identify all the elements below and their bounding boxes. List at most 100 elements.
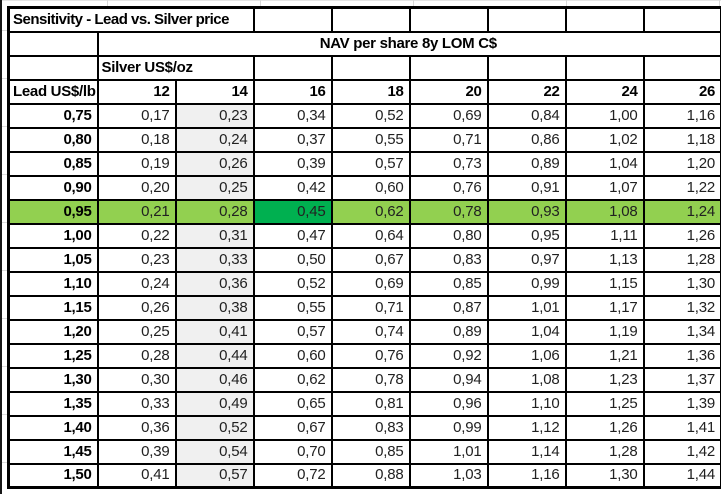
value-cell-lead1,45-silver16[interactable]: 0,70 (252, 438, 333, 465)
value-cell-lead0,80-silver24[interactable]: 1,02 (564, 126, 645, 153)
value-cell-lead0,90-silver26[interactable]: 1,22 (642, 174, 721, 201)
value-cell-lead1,15-silver12[interactable]: 0,26 (96, 294, 177, 321)
value-cell-lead1,40-silver16[interactable]: 0,67 (252, 414, 333, 441)
value-cell-lead0,75-silver12[interactable]: 0,17 (96, 102, 177, 129)
value-cell-lead1,15-silver24[interactable]: 1,17 (564, 294, 645, 321)
empty-cell[interactable] (642, 54, 721, 81)
row-label-0,80[interactable]: 0,80 (7, 126, 99, 153)
column-header-14[interactable]: 14 (174, 78, 255, 105)
value-cell-lead0,75-silver14[interactable]: 0,23 (174, 102, 255, 129)
value-cell-lead1,45-silver12[interactable]: 0,39 (96, 438, 177, 465)
value-cell-lead0,95-silver24[interactable]: 1,08 (564, 198, 645, 225)
value-cell-lead0,90-silver24[interactable]: 1,07 (564, 174, 645, 201)
empty-cell[interactable] (486, 6, 567, 33)
value-cell-lead1,35-silver12[interactable]: 0,33 (96, 390, 177, 417)
row-label-1,15[interactable]: 1,15 (7, 294, 99, 321)
value-cell-lead0,95-silver22[interactable]: 0,93 (486, 198, 567, 225)
value-cell-lead0,90-silver12[interactable]: 0,20 (96, 174, 177, 201)
value-cell-lead0,80-silver14[interactable]: 0,24 (174, 126, 255, 153)
value-cell-lead1,00-silver22[interactable]: 0,95 (486, 222, 567, 249)
empty-cell[interactable] (252, 6, 333, 33)
value-cell-lead0,95-silver14[interactable]: 0,28 (174, 198, 255, 225)
value-cell-lead1,10-silver22[interactable]: 0,99 (486, 270, 567, 297)
row-label-1,20[interactable]: 1,20 (7, 318, 99, 345)
value-cell-lead0,75-silver16[interactable]: 0,34 (252, 102, 333, 129)
row-label-1,50[interactable]: 1,50 (7, 462, 99, 489)
value-cell-lead0,75-silver22[interactable]: 0,84 (486, 102, 567, 129)
value-cell-lead1,05-silver22[interactable]: 0,97 (486, 246, 567, 273)
value-cell-lead1,00-silver12[interactable]: 0,22 (96, 222, 177, 249)
value-cell-lead1,40-silver14[interactable]: 0,52 (174, 414, 255, 441)
value-cell-lead1,50-silver20[interactable]: 1,03 (408, 462, 489, 489)
empty-cell[interactable] (252, 54, 333, 81)
row-label-1,30[interactable]: 1,30 (7, 366, 99, 393)
value-cell-lead0,90-silver18[interactable]: 0,60 (330, 174, 411, 201)
value-cell-lead1,25-silver16[interactable]: 0,60 (252, 342, 333, 369)
value-cell-lead1,05-silver16[interactable]: 0,50 (252, 246, 333, 273)
row-label-1,10[interactable]: 1,10 (7, 270, 99, 297)
value-cell-lead1,40-silver18[interactable]: 0,83 (330, 414, 411, 441)
value-cell-lead0,75-silver26[interactable]: 1,16 (642, 102, 721, 129)
value-cell-lead1,35-silver20[interactable]: 0,96 (408, 390, 489, 417)
empty-cell[interactable] (408, 6, 489, 33)
row-label-1,05[interactable]: 1,05 (7, 246, 99, 273)
value-cell-lead0,90-silver16[interactable]: 0,42 (252, 174, 333, 201)
value-cell-lead1,15-silver16[interactable]: 0,55 (252, 294, 333, 321)
value-cell-lead1,20-silver18[interactable]: 0,74 (330, 318, 411, 345)
value-cell-lead1,15-silver18[interactable]: 0,71 (330, 294, 411, 321)
value-cell-lead1,35-silver18[interactable]: 0,81 (330, 390, 411, 417)
column-header-18[interactable]: 18 (330, 78, 411, 105)
value-cell-lead1,05-silver14[interactable]: 0,33 (174, 246, 255, 273)
column-header-16[interactable]: 16 (252, 78, 333, 105)
value-cell-lead1,50-silver14[interactable]: 0,57 (174, 462, 255, 489)
value-cell-lead1,50-silver22[interactable]: 1,16 (486, 462, 567, 489)
value-cell-lead1,20-silver14[interactable]: 0,41 (174, 318, 255, 345)
value-cell-lead0,90-silver22[interactable]: 0,91 (486, 174, 567, 201)
value-cell-lead1,30-silver20[interactable]: 0,94 (408, 366, 489, 393)
value-cell-lead1,10-silver26[interactable]: 1,30 (642, 270, 721, 297)
row-label-0,90[interactable]: 0,90 (7, 174, 99, 201)
value-cell-lead1,40-silver12[interactable]: 0,36 (96, 414, 177, 441)
value-cell-lead1,25-silver12[interactable]: 0,28 (96, 342, 177, 369)
value-cell-lead1,00-silver24[interactable]: 1,11 (564, 222, 645, 249)
column-header-20[interactable]: 20 (408, 78, 489, 105)
value-cell-lead1,50-silver12[interactable]: 0,41 (96, 462, 177, 489)
empty-cell[interactable] (7, 30, 99, 57)
value-cell-lead1,30-silver26[interactable]: 1,37 (642, 366, 721, 393)
value-cell-lead1,35-silver22[interactable]: 1,10 (486, 390, 567, 417)
value-cell-lead0,85-silver24[interactable]: 1,04 (564, 150, 645, 177)
value-cell-lead1,05-silver18[interactable]: 0,67 (330, 246, 411, 273)
value-cell-lead0,80-silver22[interactable]: 0,86 (486, 126, 567, 153)
value-cell-lead1,15-silver22[interactable]: 1,01 (486, 294, 567, 321)
value-cell-lead0,95-silver16[interactable]: 0,45 (252, 198, 333, 225)
value-cell-lead1,30-silver14[interactable]: 0,46 (174, 366, 255, 393)
value-cell-lead0,95-silver20[interactable]: 0,78 (408, 198, 489, 225)
value-cell-lead1,35-silver14[interactable]: 0,49 (174, 390, 255, 417)
empty-cell[interactable] (564, 54, 645, 81)
value-cell-lead0,80-silver12[interactable]: 0,18 (96, 126, 177, 153)
value-cell-lead1,40-silver20[interactable]: 0,99 (408, 414, 489, 441)
value-cell-lead0,80-silver18[interactable]: 0,55 (330, 126, 411, 153)
row-label-1,40[interactable]: 1,40 (7, 414, 99, 441)
value-cell-lead0,85-silver22[interactable]: 0,89 (486, 150, 567, 177)
value-cell-lead0,85-silver14[interactable]: 0,26 (174, 150, 255, 177)
value-cell-lead1,30-silver18[interactable]: 0,78 (330, 366, 411, 393)
value-cell-lead1,30-silver22[interactable]: 1,08 (486, 366, 567, 393)
value-cell-lead1,00-silver18[interactable]: 0,64 (330, 222, 411, 249)
value-cell-lead1,15-silver26[interactable]: 1,32 (642, 294, 721, 321)
value-cell-lead1,15-silver20[interactable]: 0,87 (408, 294, 489, 321)
value-cell-lead1,00-silver14[interactable]: 0,31 (174, 222, 255, 249)
empty-cell[interactable] (564, 6, 645, 33)
value-cell-lead0,95-silver26[interactable]: 1,24 (642, 198, 721, 225)
row-label-1,25[interactable]: 1,25 (7, 342, 99, 369)
value-cell-lead0,75-silver20[interactable]: 0,69 (408, 102, 489, 129)
value-cell-lead1,50-silver16[interactable]: 0,72 (252, 462, 333, 489)
value-cell-lead1,25-silver14[interactable]: 0,44 (174, 342, 255, 369)
value-cell-lead0,80-silver26[interactable]: 1,18 (642, 126, 721, 153)
value-cell-lead1,20-silver16[interactable]: 0,57 (252, 318, 333, 345)
value-cell-lead1,20-silver26[interactable]: 1,34 (642, 318, 721, 345)
value-cell-lead1,30-silver24[interactable]: 1,23 (564, 366, 645, 393)
value-cell-lead1,45-silver22[interactable]: 1,14 (486, 438, 567, 465)
value-cell-lead1,00-silver20[interactable]: 0,80 (408, 222, 489, 249)
value-cell-lead1,40-silver22[interactable]: 1,12 (486, 414, 567, 441)
